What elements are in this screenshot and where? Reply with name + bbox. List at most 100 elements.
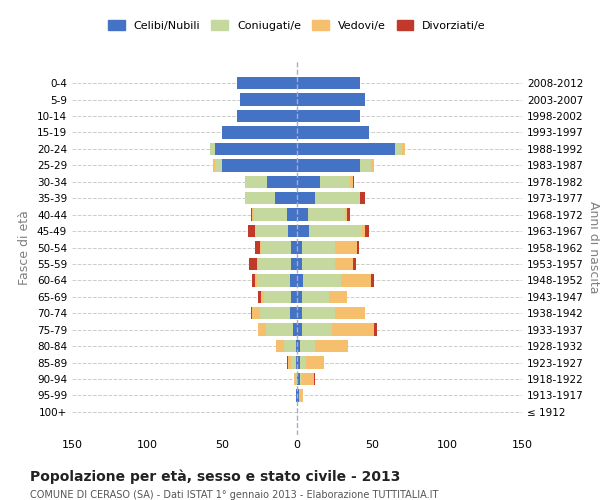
Bar (315, 340, 348, 352)
Bar (297, 143, 395, 155)
Text: COMUNE DI CERASO (SA) - Dati ISTAT 1° gennaio 2013 - Elaborazione TUTTITALIA.IT: COMUNE DI CERASO (SA) - Dati ISTAT 1° ge… (30, 490, 439, 500)
Legend: Celibi/Nubili, Coniugati/e, Vedovi/e, Divorziati/e: Celibi/Nubili, Coniugati/e, Vedovi/e, Di… (105, 17, 489, 34)
Bar (297, 110, 360, 122)
Bar (353, 258, 355, 270)
Bar (260, 307, 290, 320)
Bar (260, 242, 261, 254)
Bar (297, 307, 302, 320)
Bar (395, 143, 402, 155)
Bar (302, 373, 314, 385)
Bar (296, 373, 297, 385)
Bar (402, 143, 405, 155)
Bar (296, 356, 297, 368)
Bar (252, 307, 260, 320)
Bar (302, 324, 331, 336)
Bar (257, 258, 258, 270)
Bar (290, 307, 297, 320)
Bar (294, 373, 296, 385)
Bar (299, 389, 303, 402)
Bar (258, 324, 265, 336)
Bar (297, 225, 309, 237)
Bar (300, 340, 315, 352)
Bar (275, 192, 297, 204)
Bar (287, 356, 288, 368)
Bar (267, 176, 297, 188)
Bar (297, 340, 300, 352)
Bar (297, 290, 302, 303)
Bar (347, 208, 349, 221)
Bar (252, 274, 255, 286)
Y-axis label: Fasce di età: Fasce di età (19, 210, 31, 285)
Bar (297, 94, 365, 106)
Bar (297, 242, 302, 254)
Bar (284, 340, 296, 352)
Bar (297, 208, 308, 221)
Bar (255, 274, 257, 286)
Bar (245, 176, 267, 188)
Bar (261, 290, 264, 303)
Bar (315, 192, 360, 204)
Bar (215, 143, 297, 155)
Bar (264, 290, 291, 303)
Bar (341, 274, 371, 286)
Text: Popolazione per età, sesso e stato civile - 2013: Popolazione per età, sesso e stato civil… (30, 470, 400, 484)
Bar (288, 356, 291, 368)
Bar (287, 208, 297, 221)
Bar (331, 324, 373, 336)
Bar (290, 274, 297, 286)
Bar (248, 225, 255, 237)
Bar (297, 159, 360, 172)
Bar (302, 307, 335, 320)
Bar (360, 192, 365, 204)
Bar (349, 176, 353, 188)
Bar (215, 159, 222, 172)
Bar (291, 356, 296, 368)
Bar (314, 373, 315, 385)
Bar (254, 208, 287, 221)
Bar (302, 290, 329, 303)
Bar (373, 324, 377, 336)
Bar (303, 274, 341, 286)
Bar (365, 225, 369, 237)
Bar (291, 258, 297, 270)
Bar (293, 324, 297, 336)
Bar (308, 208, 345, 221)
Bar (296, 340, 297, 352)
Bar (360, 159, 371, 172)
Bar (258, 258, 291, 270)
Bar (320, 176, 349, 188)
Bar (297, 373, 300, 385)
Bar (345, 208, 347, 221)
Bar (302, 242, 335, 254)
Bar (297, 258, 302, 270)
Bar (371, 274, 373, 286)
Bar (240, 94, 297, 106)
Bar (255, 242, 260, 254)
Bar (306, 356, 324, 368)
Bar (361, 225, 365, 237)
Bar (302, 258, 335, 270)
Bar (297, 192, 315, 204)
Bar (357, 242, 359, 254)
Bar (210, 143, 215, 155)
Bar (291, 242, 297, 254)
Y-axis label: Anni di nascita: Anni di nascita (587, 201, 600, 294)
Bar (297, 356, 300, 368)
Bar (245, 192, 275, 204)
Bar (297, 389, 299, 402)
Bar (251, 307, 252, 320)
Bar (261, 242, 291, 254)
Bar (297, 126, 369, 138)
Bar (329, 290, 347, 303)
Bar (213, 159, 215, 172)
Bar (300, 373, 302, 385)
Bar (335, 242, 357, 254)
Bar (309, 225, 361, 237)
Bar (222, 126, 297, 138)
Bar (296, 389, 297, 402)
Bar (222, 159, 297, 172)
Bar (276, 340, 284, 352)
Bar (353, 176, 354, 188)
Bar (255, 225, 288, 237)
Bar (335, 307, 365, 320)
